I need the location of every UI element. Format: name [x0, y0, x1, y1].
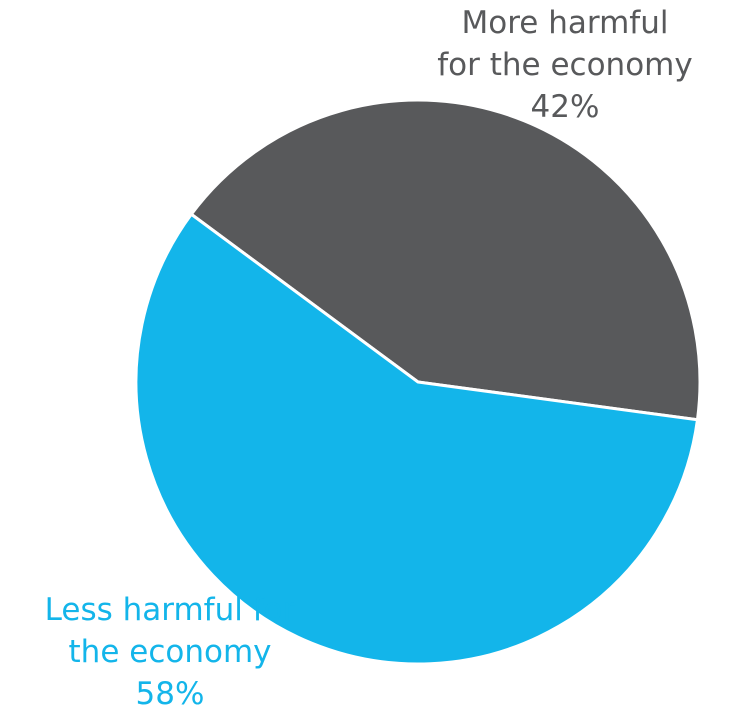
- slice-value-less-harmful: 58%: [135, 675, 205, 712]
- slice-label-more-harmful-line-2: for the economy: [437, 46, 693, 83]
- slice-label-more-harmful-line-1: More harmful: [461, 5, 669, 41]
- slice-label-less-harmful: Less harmful for the economy 58%: [20, 590, 320, 716]
- slice-label-more-harmful: More harmful for the economy 42%: [400, 3, 730, 129]
- slice-value-more-harmful: 42%: [530, 88, 600, 125]
- pie-slices: [134, 98, 702, 666]
- pie-slice-less-harmful: [134, 212, 699, 666]
- slice-label-less-harmful-line-1: Less harmful for: [44, 592, 296, 628]
- slice-label-less-harmful-line-2: the economy: [68, 633, 272, 670]
- pie-slice-more-harmful: [189, 98, 702, 422]
